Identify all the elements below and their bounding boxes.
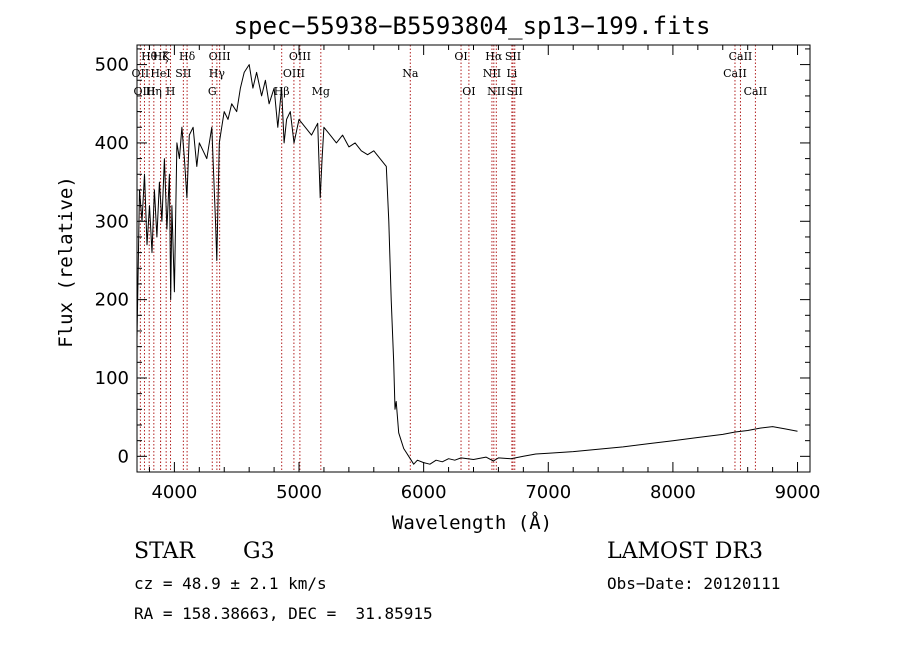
spectral-line-label-8: SII [175,67,191,80]
x-tick-label-3: 7000 [525,482,571,503]
y-tick-label-5: 500 [95,55,129,76]
spectral-line-markers [139,45,756,472]
object-subclass: G3 [243,539,275,564]
spectral-line-label-24: Li [506,67,517,80]
spectral-line-label-7: H [166,85,176,98]
spectral-line-label-16: Mg [312,85,330,98]
x-axis-ticks: 4000 5000 6000 7000 8000 9000 [148,45,821,503]
spectral-line-label-14: OIII [289,50,311,63]
x-tick-label-5: 9000 [775,482,821,503]
y-axis-label: Flux (relative) [55,176,77,348]
plot-frame [136,44,811,473]
spectral-line-label-6: HeI [150,67,170,80]
spectral-line-label-3: Hη [146,85,162,98]
spectral-line-label-0: Hθ [141,50,158,63]
spectral-line-label-23: SII [505,50,521,63]
spectral-line-label-1: OII [132,67,150,80]
spectral-line-label-2: OIII [133,85,155,98]
object-class: STAR [134,539,195,564]
spectral-line-label-5: K [162,50,171,63]
spectral-line-label-27: CaII [723,67,747,80]
y-tick-label-3: 300 [95,211,129,232]
spectral-line-label-20: Hα [485,50,503,63]
spectral-line-label-21: NII [483,67,501,80]
coordinates-readout: RA = 158.38663, DEC = 31.85915 [134,604,433,623]
x-tick-label-0: 4000 [151,482,197,503]
y-tick-label-1: 100 [95,368,129,389]
y-axis-ticks: 0 100 200 300 400 500 [95,48,810,467]
spectral-line-label-18: OI [454,50,467,63]
spectral-line-label-25: SII [507,85,523,98]
spectral-line-label-22: NII [487,85,505,98]
observation-date: Obs−Date: 20120111 [607,574,781,593]
x-axis-label: Wavelength (Å) [392,511,552,534]
y-tick-label-0: 0 [118,446,129,467]
chart-title: spec−55938−B5593804_sp13−199.fits [234,12,711,40]
spectral-line-label-15: OIII [283,67,305,80]
flux-line [136,64,798,465]
y-tick-label-4: 400 [95,133,129,154]
spectral-line-label-9: Hδ [179,50,196,63]
spectral-line-label-19: OI [462,85,475,98]
x-tick-label-4: 8000 [650,482,696,503]
spectral-line-label-10: OIII [209,50,231,63]
spectral-line-label-12: G [208,85,217,98]
survey-name: LAMOST DR3 [607,539,763,564]
spectral-line-label-28: CaII [744,85,768,98]
redshift-readout: cz = 48.9 ± 2.1 km/s [134,574,327,593]
x-tick-label-1: 5000 [276,482,322,503]
spectral-line-label-26: CaII [729,50,753,63]
flux-series [136,64,798,465]
spectral-line-label-11: Hγ [209,67,226,80]
y-tick-label-2: 200 [95,290,129,311]
spectral-line-label-4: Hζ [153,50,169,63]
spectral-line-label-17: Na [402,67,419,80]
x-tick-label-2: 6000 [401,482,447,503]
